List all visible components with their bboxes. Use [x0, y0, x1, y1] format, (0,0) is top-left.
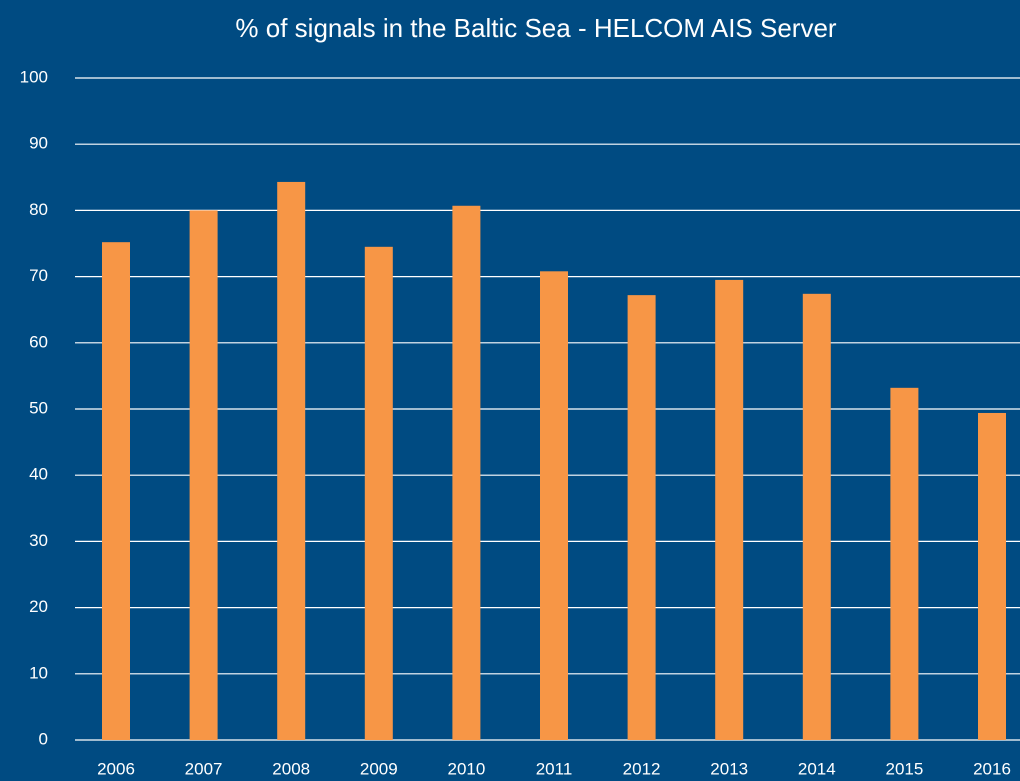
y-tick-label: 80 — [29, 200, 48, 219]
bar — [802, 293, 831, 740]
y-tick-label: 0 — [39, 729, 48, 748]
y-tick-label: 60 — [29, 332, 48, 351]
y-tick-label: 70 — [29, 266, 48, 285]
x-tick-label: 2008 — [272, 759, 310, 778]
bar — [452, 205, 481, 741]
y-tick-label: 50 — [29, 398, 48, 417]
bar — [890, 387, 919, 740]
x-tick-label: 2009 — [360, 759, 398, 778]
y-tick-label: 100 — [20, 67, 48, 86]
bar — [102, 242, 130, 740]
x-tick-label: 2016 — [973, 759, 1011, 778]
x-tick-label: 2010 — [447, 759, 485, 778]
y-tick-label: 10 — [29, 663, 48, 682]
x-tick-label: 2012 — [623, 759, 661, 778]
bar — [978, 412, 1006, 740]
bar — [364, 246, 393, 740]
bar — [277, 181, 306, 740]
bar — [189, 210, 218, 740]
x-tick-label: 2011 — [536, 759, 573, 778]
bar — [715, 279, 744, 740]
bar — [627, 295, 656, 740]
y-tick-label: 90 — [29, 134, 48, 153]
x-tick-label: 2015 — [885, 759, 923, 778]
y-tick-label: 40 — [29, 465, 48, 484]
x-tick-label: 2014 — [798, 759, 836, 778]
x-tick-label: 2006 — [97, 759, 135, 778]
x-tick-label: 2013 — [710, 759, 748, 778]
y-tick-label: 30 — [29, 531, 48, 550]
y-tick-label: 20 — [29, 597, 48, 616]
x-tick-label: 2007 — [185, 759, 223, 778]
bar — [540, 271, 568, 740]
chart-title: % of signals in the Baltic Sea - HELCOM … — [235, 13, 836, 43]
